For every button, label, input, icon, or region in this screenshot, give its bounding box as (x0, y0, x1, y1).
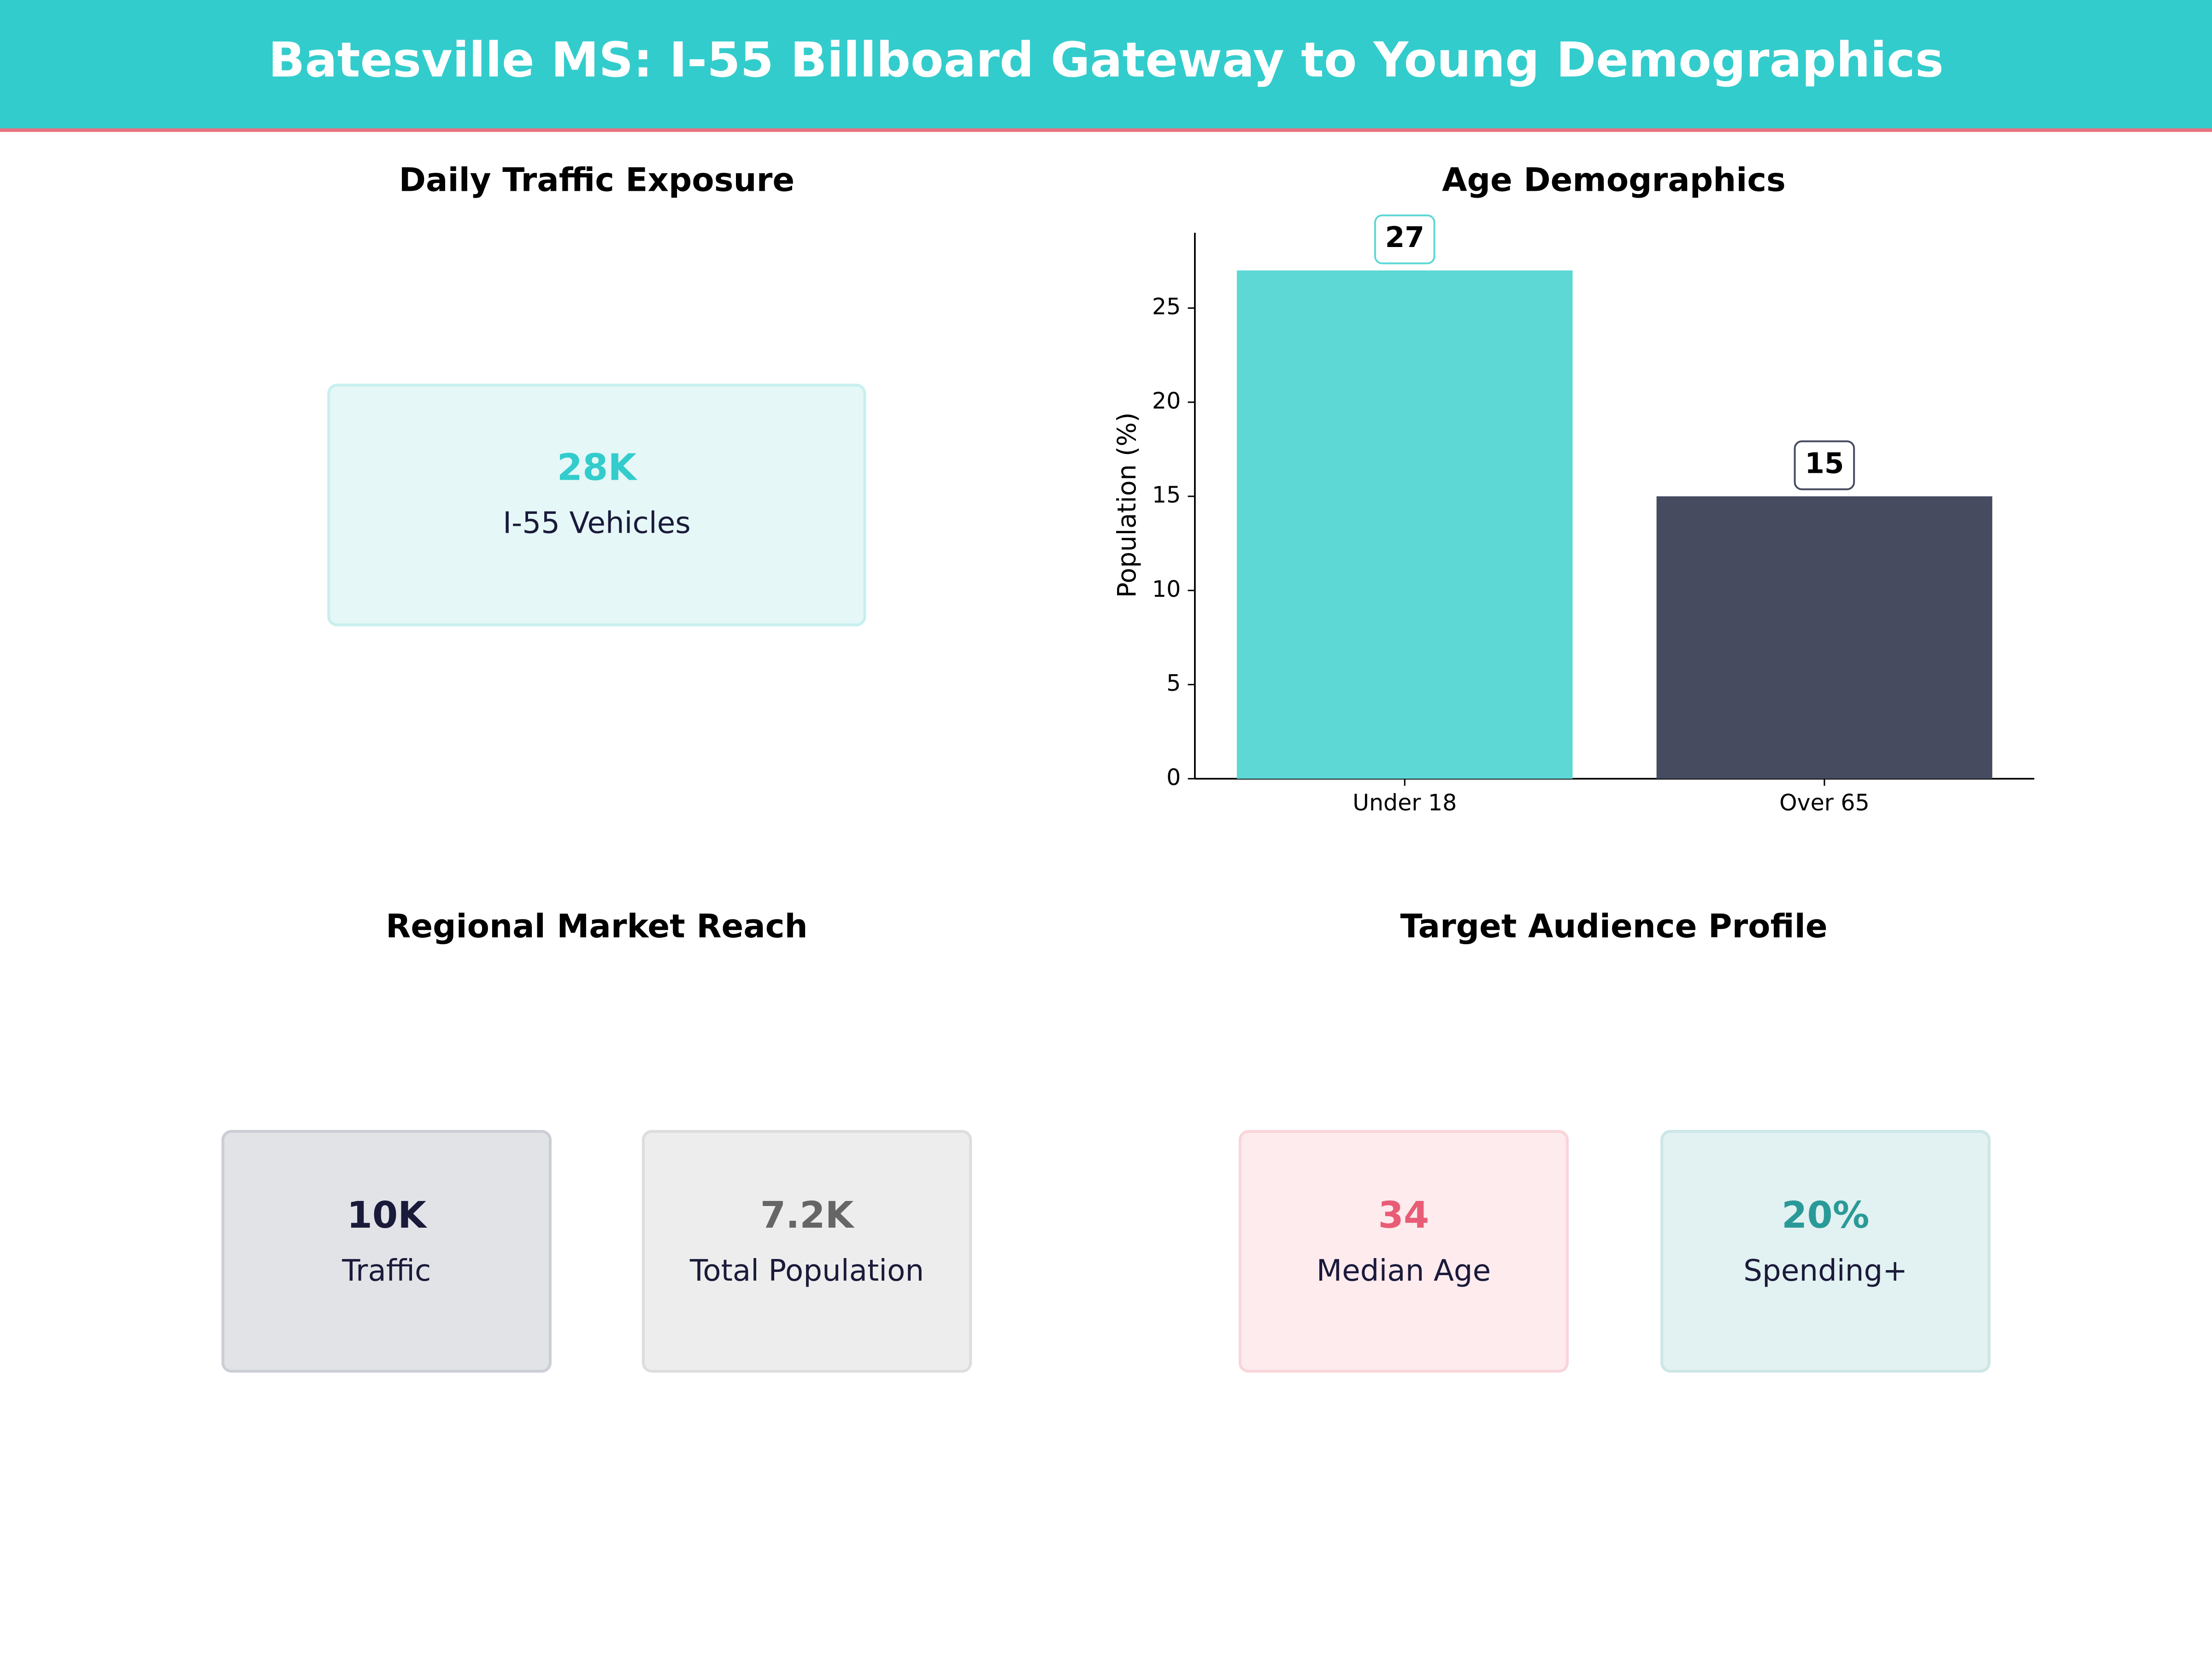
panel-title: Daily Traffic Exposure (399, 161, 795, 199)
panel-title: Target Audience Profile (1400, 907, 1828, 945)
panel-title: Regional Market Reach (386, 907, 807, 945)
y-tick-label: 25 (1152, 294, 1181, 320)
y-tick-label: 10 (1152, 576, 1181, 602)
y-tick-label: 0 (1166, 764, 1181, 790)
kpi-label: Spending+ (1743, 1253, 1907, 1288)
kpi-card (327, 383, 866, 627)
y-axis-label: Population (%) (1112, 412, 1141, 598)
kpi-value: 10K (347, 1194, 428, 1236)
page-title: Batesville MS: I-55 Billboard Gateway to… (268, 32, 1943, 88)
header-bar (0, 0, 2212, 130)
kpi-card (1660, 1130, 1991, 1373)
y-tick-label: 15 (1152, 482, 1181, 508)
x-tick-label: Over 65 (1779, 789, 1870, 816)
y-tick-label: 5 (1166, 670, 1181, 696)
kpi-label: Total Population (689, 1253, 924, 1288)
chart-title: Age Demographics (1442, 161, 1786, 199)
kpi-value: 28K (557, 446, 638, 488)
bar (1656, 496, 1993, 779)
kpi-value: 7.2K (760, 1194, 855, 1236)
kpi-card (1238, 1130, 1569, 1373)
kpi-card (221, 1130, 552, 1373)
value-label: 27 (1385, 221, 1424, 254)
value-label-box (1794, 440, 1855, 490)
kpi-label: Traffic (341, 1253, 431, 1288)
bar-chart: 0 5 10 15 20 25 Under 18 27 Over 65 15 (1152, 214, 2035, 816)
value-label: 15 (1805, 447, 1844, 480)
y-tick-label: 20 (1152, 388, 1181, 414)
kpi-label: Median Age (1317, 1253, 1491, 1288)
kpi-value: 20% (1782, 1194, 1869, 1236)
value-label-box (1374, 214, 1435, 265)
kpi-value: 34 (1378, 1194, 1430, 1236)
kpi-label: I-55 Vehicles (503, 506, 691, 540)
x-tick-label: Under 18 (1353, 789, 1457, 816)
bar (1236, 270, 1573, 779)
kpi-card (641, 1130, 972, 1373)
header-rule (0, 128, 2212, 132)
